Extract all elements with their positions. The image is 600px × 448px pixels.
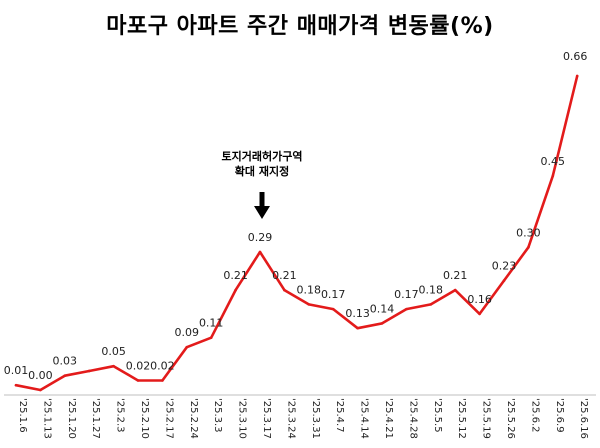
data-point <box>209 336 213 339</box>
x-tick-label: '25.3.24 <box>285 398 296 439</box>
data-point <box>478 312 481 316</box>
data-point <box>87 369 91 373</box>
data-point <box>39 388 42 392</box>
x-tick-label: '25.5.5 <box>432 398 443 433</box>
data-point <box>136 379 140 382</box>
x-tick-label: '25.1.13 <box>41 398 52 439</box>
data-point <box>234 288 237 292</box>
x-tick-label: '25.6.16 <box>578 398 589 439</box>
data-label: 0.03 <box>53 355 78 368</box>
x-tick-label: '25.6.9 <box>554 398 565 433</box>
x-tick-label: '25.4.7 <box>334 398 345 433</box>
x-tick-label: '25.5.26 <box>505 398 516 439</box>
data-label: 0.45 <box>541 155 566 168</box>
x-tick-label: '25.5.19 <box>481 398 492 439</box>
data-point <box>161 379 164 382</box>
data-label: 0.21 <box>272 269 297 282</box>
chart-title: 마포구 아파트 주간 매매가격 변동률(%) <box>106 14 494 39</box>
data-point <box>185 345 189 349</box>
data-point <box>63 374 67 378</box>
data-point <box>356 326 359 330</box>
series-line <box>14 74 579 392</box>
x-tick-label: '25.3.3 <box>212 398 223 433</box>
annotation-text: 확대 재지정 <box>235 164 289 178</box>
data-label: 0.23 <box>492 260 517 273</box>
data-point <box>307 303 311 306</box>
data-label: 0.17 <box>321 288 346 301</box>
data-label: 0.14 <box>370 302 395 315</box>
annotation-arrow-icon <box>254 192 270 219</box>
annotation-text: 토지거래허가구역 <box>222 149 303 163</box>
data-label: 0.02 <box>126 359 151 372</box>
data-point <box>527 245 530 249</box>
data-point <box>380 322 384 325</box>
data-label: 0.09 <box>175 326 200 339</box>
data-label: 0.11 <box>199 317 224 330</box>
x-tick-label: '25.3.31 <box>310 398 321 439</box>
data-point <box>331 307 335 311</box>
data-label: 0.21 <box>443 269 468 282</box>
data-label: 0.18 <box>297 283 322 296</box>
data-point <box>405 307 408 311</box>
x-tick-label: '25.2.10 <box>139 398 150 439</box>
x-tick-label: '25.1.27 <box>90 398 101 439</box>
data-point <box>258 250 262 254</box>
x-tick-label: '25.4.21 <box>383 398 394 439</box>
data-label: 0.13 <box>345 307 370 320</box>
data-label: 0.21 <box>223 269 248 282</box>
data-label: 0.18 <box>419 283 444 296</box>
x-tick-label: '25.5.12 <box>456 398 467 439</box>
x-tick-label: '25.1.6 <box>17 398 28 433</box>
data-label: 0.01 <box>4 364 29 377</box>
x-tick-label: '25.1.20 <box>66 398 77 439</box>
x-tick-label: '25.3.17 <box>261 398 272 439</box>
data-point <box>14 383 18 387</box>
x-tick-label: '25.4.28 <box>407 398 418 439</box>
data-label: 0.66 <box>563 50 588 63</box>
data-point <box>575 74 579 78</box>
x-tick-label: '25.2.17 <box>163 398 174 439</box>
data-point <box>283 288 286 292</box>
data-label: 0.05 <box>101 345 126 358</box>
data-point <box>429 303 433 306</box>
x-tick-label: '25.2.24 <box>188 398 199 439</box>
data-label: 0.00 <box>28 369 53 382</box>
x-tick-label: '25.4.14 <box>359 398 370 439</box>
data-label: 0.16 <box>467 293 492 306</box>
data-point <box>502 279 506 282</box>
data-point <box>453 288 457 292</box>
data-point <box>551 174 555 178</box>
x-tick-label: '25.6.2 <box>529 398 540 433</box>
x-tick-label: '25.3.10 <box>237 398 248 439</box>
data-label: 0.30 <box>516 226 541 239</box>
data-label: 0.29 <box>248 231 273 244</box>
data-label: 0.02 <box>150 359 175 372</box>
x-tick-label: '25.2.3 <box>115 398 126 433</box>
data-label: 0.17 <box>394 288 419 301</box>
data-point <box>112 364 115 368</box>
